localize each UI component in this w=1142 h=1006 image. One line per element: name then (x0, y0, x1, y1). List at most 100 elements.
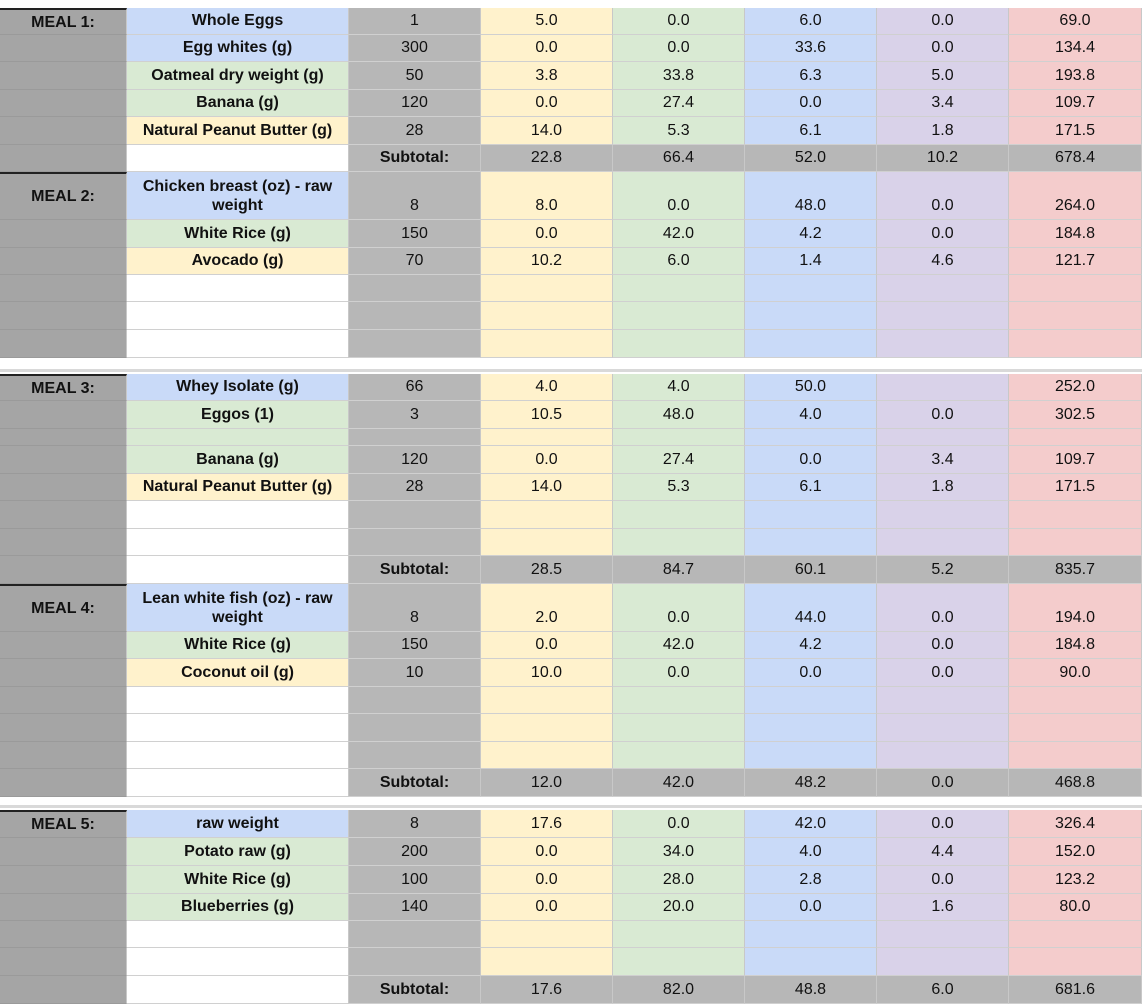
meal-label-cell[interactable]: MEAL 5: (0, 810, 127, 838)
calories-cell[interactable]: 134.4 (1009, 35, 1142, 62)
fiber-cell[interactable] (877, 714, 1009, 742)
protein-cell[interactable]: 0.0 (745, 446, 877, 474)
fat-cell[interactable]: 0.0 (481, 866, 613, 894)
calories-cell[interactable] (1009, 302, 1142, 330)
calories-cell[interactable]: 171.5 (1009, 474, 1142, 501)
fiber-cell[interactable] (877, 948, 1009, 976)
quantity-cell[interactable]: 120 (349, 446, 481, 474)
carbs-cell[interactable]: 0.0 (613, 8, 745, 35)
food-name-cell[interactable] (127, 145, 349, 172)
protein-cell[interactable] (745, 687, 877, 714)
quantity-cell[interactable] (349, 742, 481, 769)
calories-cell[interactable]: 171.5 (1009, 117, 1142, 145)
quantity-cell[interactable]: 1 (349, 8, 481, 35)
calories-cell[interactable]: 302.5 (1009, 401, 1142, 429)
food-name-cell[interactable]: Chicken breast (oz) - raw weight (127, 172, 349, 220)
fiber-cell[interactable]: 0.0 (877, 584, 1009, 632)
quantity-cell[interactable] (349, 529, 481, 556)
food-name-cell[interactable]: Lean white fish (oz) - raw weight (127, 584, 349, 632)
meal-label-cell[interactable] (0, 275, 127, 302)
quantity-cell[interactable]: 70 (349, 248, 481, 275)
protein-cell[interactable]: 0.0 (745, 90, 877, 117)
fat-cell[interactable]: 17.6 (481, 976, 613, 1004)
calories-cell[interactable]: 69.0 (1009, 8, 1142, 35)
meal-label-cell[interactable] (0, 429, 127, 446)
calories-cell[interactable] (1009, 714, 1142, 742)
calories-cell[interactable] (1009, 330, 1142, 358)
food-name-cell[interactable] (127, 529, 349, 556)
fiber-cell[interactable]: 5.2 (877, 556, 1009, 584)
fiber-cell[interactable] (877, 275, 1009, 302)
carbs-cell[interactable]: 0.0 (613, 584, 745, 632)
fat-cell[interactable]: 0.0 (481, 90, 613, 117)
fat-cell[interactable]: 0.0 (481, 632, 613, 659)
carbs-cell[interactable]: 20.0 (613, 894, 745, 921)
carbs-cell[interactable]: 42.0 (613, 220, 745, 248)
meal-label-cell[interactable]: MEAL 2: (0, 172, 127, 220)
protein-cell[interactable]: 6.1 (745, 474, 877, 501)
food-name-cell[interactable]: Egg whites (g) (127, 35, 349, 62)
food-name-cell[interactable]: Banana (g) (127, 446, 349, 474)
food-name-cell[interactable]: Banana (g) (127, 90, 349, 117)
protein-cell[interactable]: 48.0 (745, 172, 877, 220)
meal-label-cell[interactable] (0, 62, 127, 90)
protein-cell[interactable]: 4.0 (745, 401, 877, 429)
fat-cell[interactable]: 28.5 (481, 556, 613, 584)
carbs-cell[interactable]: 33.8 (613, 62, 745, 90)
quantity-cell[interactable]: 28 (349, 474, 481, 501)
protein-cell[interactable] (745, 429, 877, 446)
protein-cell[interactable]: 6.3 (745, 62, 877, 90)
protein-cell[interactable] (745, 714, 877, 742)
fat-cell[interactable]: 8.0 (481, 172, 613, 220)
food-name-cell[interactable]: Blueberries (g) (127, 894, 349, 921)
food-name-cell[interactable]: Eggos (1) (127, 401, 349, 429)
food-name-cell[interactable]: Natural Peanut Butter (g) (127, 474, 349, 501)
meal-label-cell[interactable] (0, 687, 127, 714)
quantity-cell[interactable] (349, 714, 481, 742)
carbs-cell[interactable]: 27.4 (613, 446, 745, 474)
meal-label-cell[interactable]: MEAL 1: (0, 8, 127, 35)
food-name-cell[interactable]: Coconut oil (g) (127, 659, 349, 687)
fat-cell[interactable]: 2.0 (481, 584, 613, 632)
quantity-cell[interactable]: 200 (349, 838, 481, 866)
carbs-cell[interactable]: 66.4 (613, 145, 745, 172)
fiber-cell[interactable]: 4.4 (877, 838, 1009, 866)
quantity-cell[interactable]: 100 (349, 866, 481, 894)
calories-cell[interactable]: 80.0 (1009, 894, 1142, 921)
carbs-cell[interactable] (613, 501, 745, 529)
protein-cell[interactable]: 42.0 (745, 810, 877, 838)
fat-cell[interactable]: 0.0 (481, 220, 613, 248)
meal-label-cell[interactable] (0, 90, 127, 117)
quantity-cell[interactable]: 140 (349, 894, 481, 921)
quantity-cell[interactable]: 8 (349, 584, 481, 632)
fat-cell[interactable] (481, 742, 613, 769)
meal-label-cell[interactable] (0, 866, 127, 894)
food-name-cell[interactable] (127, 687, 349, 714)
food-name-cell[interactable] (127, 556, 349, 584)
protein-cell[interactable]: 1.4 (745, 248, 877, 275)
meal-label-cell[interactable] (0, 948, 127, 976)
food-name-cell[interactable] (127, 275, 349, 302)
calories-cell[interactable]: 194.0 (1009, 584, 1142, 632)
fat-cell[interactable] (481, 302, 613, 330)
carbs-cell[interactable] (613, 529, 745, 556)
carbs-cell[interactable]: 48.0 (613, 401, 745, 429)
fiber-cell[interactable]: 0.0 (877, 810, 1009, 838)
protein-cell[interactable]: 0.0 (745, 894, 877, 921)
fiber-cell[interactable]: 0.0 (877, 220, 1009, 248)
calories-cell[interactable]: 109.7 (1009, 90, 1142, 117)
fiber-cell[interactable] (877, 501, 1009, 529)
protein-cell[interactable]: 4.2 (745, 632, 877, 659)
protein-cell[interactable]: 0.0 (745, 659, 877, 687)
food-name-cell[interactable]: Whey Isolate (g) (127, 374, 349, 401)
quantity-cell[interactable]: 8 (349, 810, 481, 838)
food-name-cell[interactable]: Natural Peanut Butter (g) (127, 117, 349, 145)
fiber-cell[interactable] (877, 921, 1009, 948)
fiber-cell[interactable]: 0.0 (877, 659, 1009, 687)
quantity-cell[interactable]: 66 (349, 374, 481, 401)
calories-cell[interactable] (1009, 275, 1142, 302)
fat-cell[interactable]: 0.0 (481, 35, 613, 62)
quantity-cell[interactable]: Subtotal: (349, 556, 481, 584)
quantity-cell[interactable]: 150 (349, 632, 481, 659)
fiber-cell[interactable]: 0.0 (877, 401, 1009, 429)
